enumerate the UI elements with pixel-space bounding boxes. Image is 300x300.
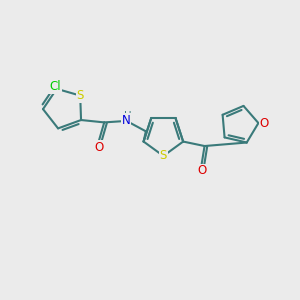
Text: O: O bbox=[260, 117, 269, 130]
Text: N: N bbox=[122, 114, 130, 127]
Text: H: H bbox=[124, 111, 132, 121]
Text: O: O bbox=[94, 141, 104, 154]
Text: Cl: Cl bbox=[50, 80, 61, 93]
Text: O: O bbox=[197, 164, 206, 178]
Text: S: S bbox=[76, 89, 84, 102]
Text: S: S bbox=[160, 149, 167, 162]
